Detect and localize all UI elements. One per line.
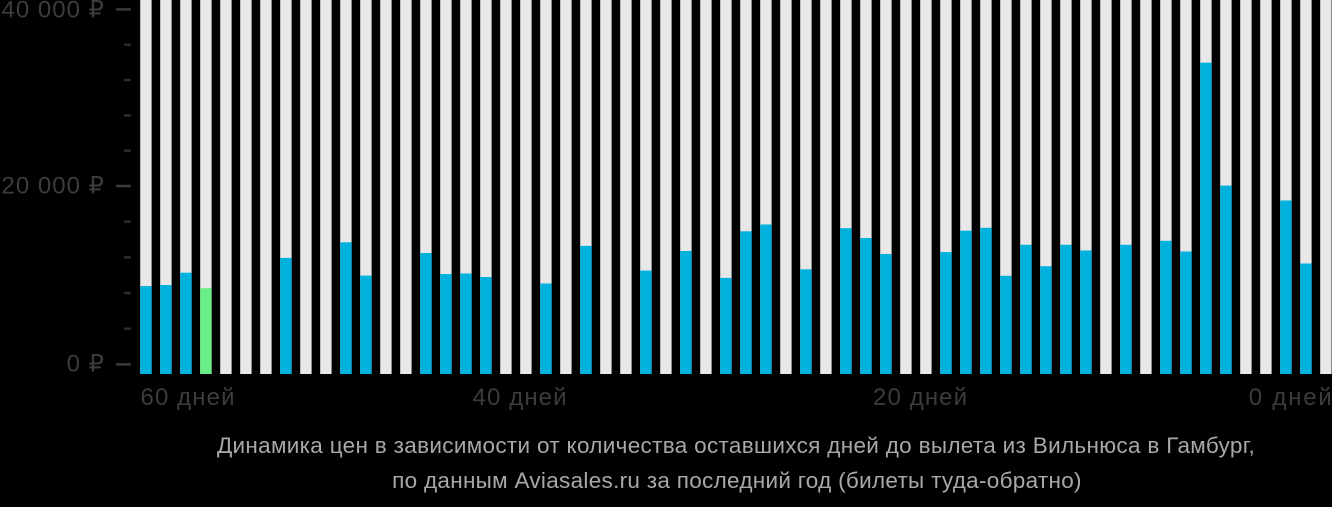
svg-text:40 дней: 40 дней [473,384,568,411]
svg-text:60 дней: 60 дней [141,384,236,411]
svg-text:40 000 ₽: 40 000 ₽ [2,0,105,24]
svg-text:20 дней: 20 дней [873,384,968,411]
svg-text:по данным Aviasales.ru за посл: по данным Aviasales.ru за последний год … [392,468,1082,493]
svg-text:Динамика цен в зависимости от: Динамика цен в зависимости от количества… [217,433,1255,458]
svg-text:20 000 ₽: 20 000 ₽ [2,173,105,200]
svg-text:0 ₽: 0 ₽ [67,350,105,377]
svg-text:0 дней: 0 дней [1249,384,1332,411]
